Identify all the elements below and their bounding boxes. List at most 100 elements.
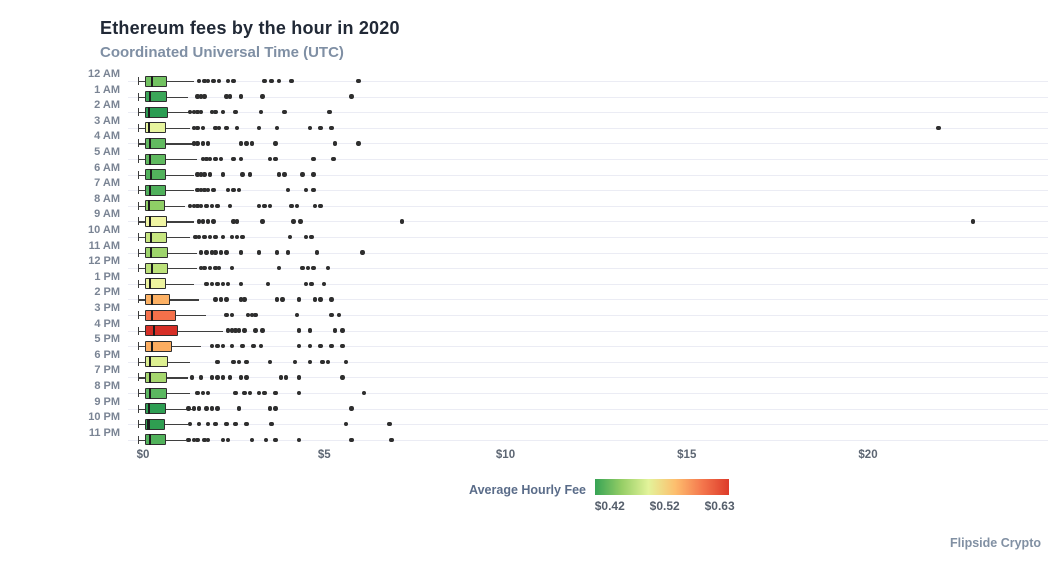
outlier-dot bbox=[244, 375, 249, 380]
box-iqr bbox=[144, 356, 169, 368]
outlier-dot bbox=[318, 203, 323, 208]
outlier-dot bbox=[213, 250, 218, 255]
x-tick-label: $20 bbox=[858, 449, 878, 461]
outlier-dot bbox=[204, 156, 209, 162]
median-line bbox=[149, 137, 152, 149]
outlier-dot bbox=[343, 422, 349, 427]
outlier-dot bbox=[253, 312, 258, 318]
outlier-dot bbox=[189, 375, 195, 380]
outlier-dot bbox=[340, 328, 345, 333]
row-gridline bbox=[128, 299, 1048, 301]
outlier-dot bbox=[260, 328, 265, 333]
y-axis-label: 1 AM bbox=[94, 83, 120, 96]
row-gridline bbox=[128, 205, 1048, 207]
outlier-dot bbox=[225, 188, 231, 193]
box-iqr bbox=[144, 371, 168, 383]
color-legend: Average Hourly Fee $0.42 $0.52 $0.63 bbox=[408, 477, 735, 513]
outlier-dot bbox=[207, 156, 213, 162]
outlier-dot bbox=[196, 219, 202, 224]
outlier-dot bbox=[215, 344, 220, 349]
outlier-dot bbox=[242, 297, 247, 302]
outlier-dot bbox=[262, 203, 267, 208]
outlier-dot bbox=[211, 188, 216, 193]
outlier-dot bbox=[213, 156, 218, 162]
outlier-dot bbox=[206, 188, 211, 193]
outlier-dot bbox=[204, 250, 209, 255]
outlier-dot bbox=[360, 250, 365, 255]
whisker-high bbox=[168, 252, 198, 254]
outlier-dot bbox=[249, 437, 254, 442]
outlier-dot bbox=[198, 203, 204, 208]
outlier-dot bbox=[300, 266, 305, 271]
outlier-dot bbox=[229, 328, 234, 333]
whisker-low-cap bbox=[137, 326, 139, 335]
row-gridline bbox=[128, 143, 1048, 145]
whisker-low-cap bbox=[137, 264, 139, 273]
outlier-dot bbox=[244, 141, 249, 146]
outlier-dot bbox=[206, 78, 211, 84]
outlier-dot bbox=[311, 172, 316, 177]
outlier-dot bbox=[200, 156, 205, 162]
outlier-dot bbox=[209, 203, 215, 208]
outlier-dot bbox=[293, 359, 298, 364]
outlier-dot bbox=[307, 359, 312, 364]
box-iqr bbox=[144, 403, 167, 415]
median-line bbox=[150, 340, 154, 352]
row-gridline bbox=[128, 174, 1048, 176]
y-axis-label: 8 PM bbox=[94, 380, 120, 392]
outlier-dot bbox=[224, 250, 229, 255]
box-iqr bbox=[144, 309, 176, 321]
whisker-low-cap bbox=[137, 404, 139, 413]
outlier-dot bbox=[970, 219, 976, 224]
whisker-high bbox=[168, 112, 194, 114]
whisker-low-cap bbox=[137, 357, 139, 366]
whisker-low-cap bbox=[137, 373, 139, 382]
whisker-high bbox=[172, 346, 201, 348]
outlier-dot bbox=[329, 312, 334, 318]
outlier-dot bbox=[307, 328, 312, 333]
row-gridline bbox=[128, 237, 1048, 238]
outlier-dot bbox=[343, 359, 349, 364]
outlier-dot bbox=[309, 234, 314, 240]
outlier-dot bbox=[224, 312, 229, 318]
outlier-dot bbox=[307, 125, 312, 130]
outlier-dot bbox=[224, 94, 229, 99]
outlier-dot bbox=[312, 297, 318, 302]
whisker-high bbox=[167, 81, 194, 83]
median-line bbox=[148, 200, 151, 212]
outlier-dot bbox=[318, 125, 323, 130]
outlier-dot bbox=[325, 359, 331, 364]
outlier-dot bbox=[207, 172, 213, 177]
box-iqr bbox=[144, 293, 171, 305]
y-axis-label: 6 AM bbox=[94, 161, 120, 174]
median-line bbox=[149, 91, 152, 103]
outlier-dot bbox=[213, 297, 218, 302]
outlier-dot bbox=[274, 125, 280, 130]
whisker-low bbox=[137, 361, 145, 363]
whisker-low-cap bbox=[137, 279, 139, 288]
outlier-dot bbox=[340, 344, 345, 349]
median-line bbox=[150, 293, 154, 305]
legend-tick-label: $0.42 bbox=[594, 499, 625, 513]
outlier-dot bbox=[276, 266, 282, 271]
outlier-dot bbox=[256, 250, 262, 255]
outlier-dot bbox=[196, 234, 202, 240]
outlier-dot bbox=[231, 359, 236, 364]
outlier-dot bbox=[278, 375, 283, 380]
outlier-dot bbox=[218, 156, 224, 162]
outlier-dot bbox=[220, 375, 225, 380]
outlier-dot bbox=[273, 156, 278, 162]
outlier-dot bbox=[305, 266, 311, 271]
outlier-dot bbox=[285, 188, 291, 193]
row-gridline bbox=[128, 439, 1048, 441]
whisker-low bbox=[137, 96, 145, 98]
outlier-dot bbox=[256, 125, 262, 130]
median-line bbox=[150, 309, 154, 321]
outlier-dot bbox=[240, 172, 245, 177]
chart-subtitle: Coordinated Universal Time (UTC) bbox=[100, 44, 344, 61]
whisker-low bbox=[137, 252, 145, 254]
y-axis-label: 1 PM bbox=[94, 270, 120, 283]
outlier-dot bbox=[225, 328, 231, 333]
outlier-dot bbox=[187, 422, 193, 427]
outlier-dot bbox=[245, 312, 251, 318]
